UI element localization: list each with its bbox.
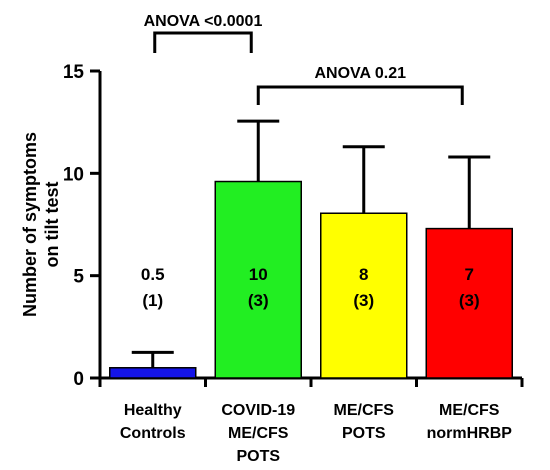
bar-label-3-0: 7 [465, 265, 474, 284]
x-tick-label-0-1: Controls [120, 425, 186, 442]
x-tick-label-2-0: ME/CFS [334, 402, 395, 419]
x-tick-labels: Healthy Controls COVID-19 ME/CFS POTS ME/CFS P… [120, 402, 512, 465]
x-tick-label-1-2: POTS [236, 448, 280, 465]
annotation-text-1: ANOVA 0.21 [314, 65, 406, 82]
x-tick-label-2-1: POTS [342, 425, 386, 442]
annotation-bracket-0 [153, 31, 253, 53]
bars [109, 180, 513, 379]
x-tick-label-0-0: Healthy [124, 402, 182, 419]
y-axis-label: Number of symptoms on tilt test [20, 132, 62, 317]
x-tick-label-1-0: COVID-19 [221, 402, 295, 419]
x-tick-label-3-1: normHRBP [427, 425, 513, 442]
bar-label-2-1: (3) [353, 291, 374, 310]
y-tick-label-2: 10 [63, 164, 84, 185]
bar-0 [109, 367, 197, 379]
y-tick-label-3: 15 [63, 62, 85, 83]
error-bars [131, 119, 491, 368]
bar-labels: 0.5 (1) 10 (3) 8 (3) 7 (3) [141, 265, 480, 310]
x-tick-label-1-1: ME/CFS [228, 425, 289, 442]
bar-label-0-1: (1) [142, 291, 163, 310]
annotation-bracket-1 [256, 85, 464, 105]
y-tick-label-0: 0 [73, 369, 84, 390]
annotations: ANOVA <0.0001 ANOVA 0.21 [144, 13, 464, 105]
bar-1 [214, 180, 302, 379]
bar-2 [320, 212, 408, 379]
y-axis-label-line-1: on tilt test [42, 182, 62, 268]
annotation-text-0: ANOVA <0.0001 [144, 13, 263, 30]
bar-3 [425, 227, 513, 379]
bar-label-3-1: (3) [459, 291, 480, 310]
y-tick-label-1: 5 [73, 267, 84, 288]
bar-label-2-0: 8 [359, 265, 368, 284]
bar-label-1-1: (3) [248, 291, 269, 310]
y-axis-label-line-0: Number of symptoms [20, 132, 40, 317]
bar-label-1-0: 10 [249, 265, 268, 284]
x-tick-label-3-0: ME/CFS [439, 402, 500, 419]
bar-label-0-0: 0.5 [141, 265, 165, 284]
y-axis-label-group: Number of symptoms on tilt test [20, 132, 62, 317]
